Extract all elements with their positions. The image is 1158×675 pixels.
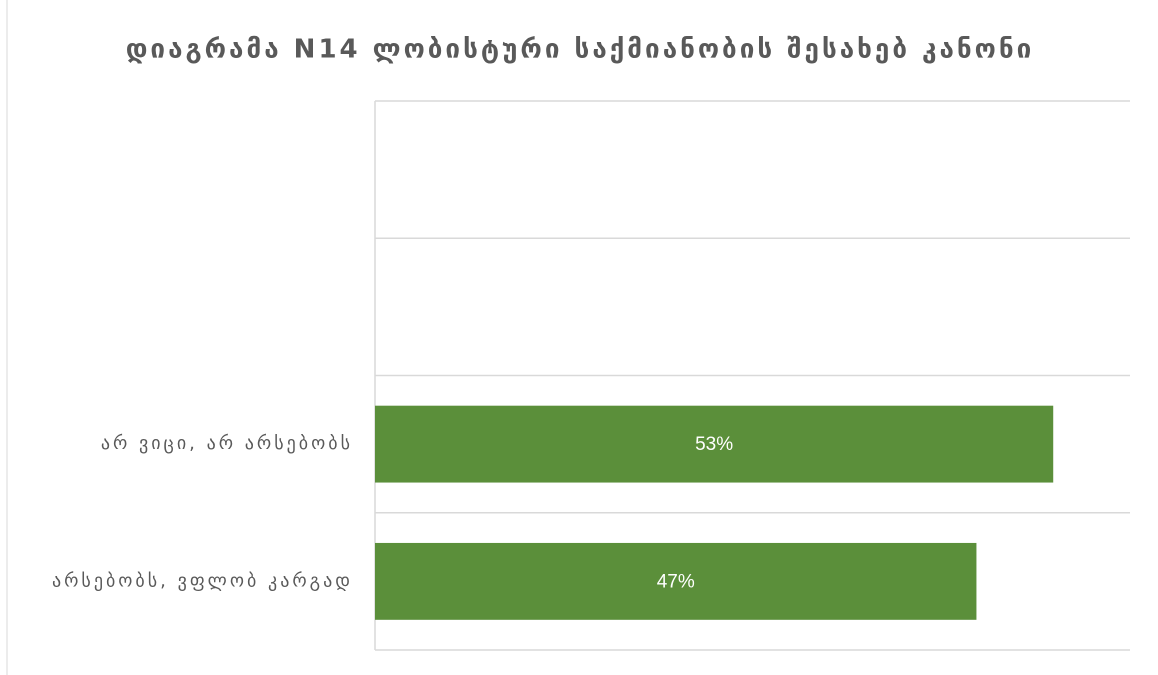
bar <box>375 405 1054 483</box>
data-label: 53% <box>695 434 733 455</box>
bar <box>375 542 977 620</box>
category-label: არსებობს, ვფლობ კარგად <box>52 570 353 591</box>
chart-title: დიაგრამა N14 ლობისტური საქმიანობის შესახ… <box>126 35 1035 65</box>
data-label: 47% <box>657 571 695 592</box>
category-label: არ ვიცი, არ არსებობს <box>101 433 353 454</box>
